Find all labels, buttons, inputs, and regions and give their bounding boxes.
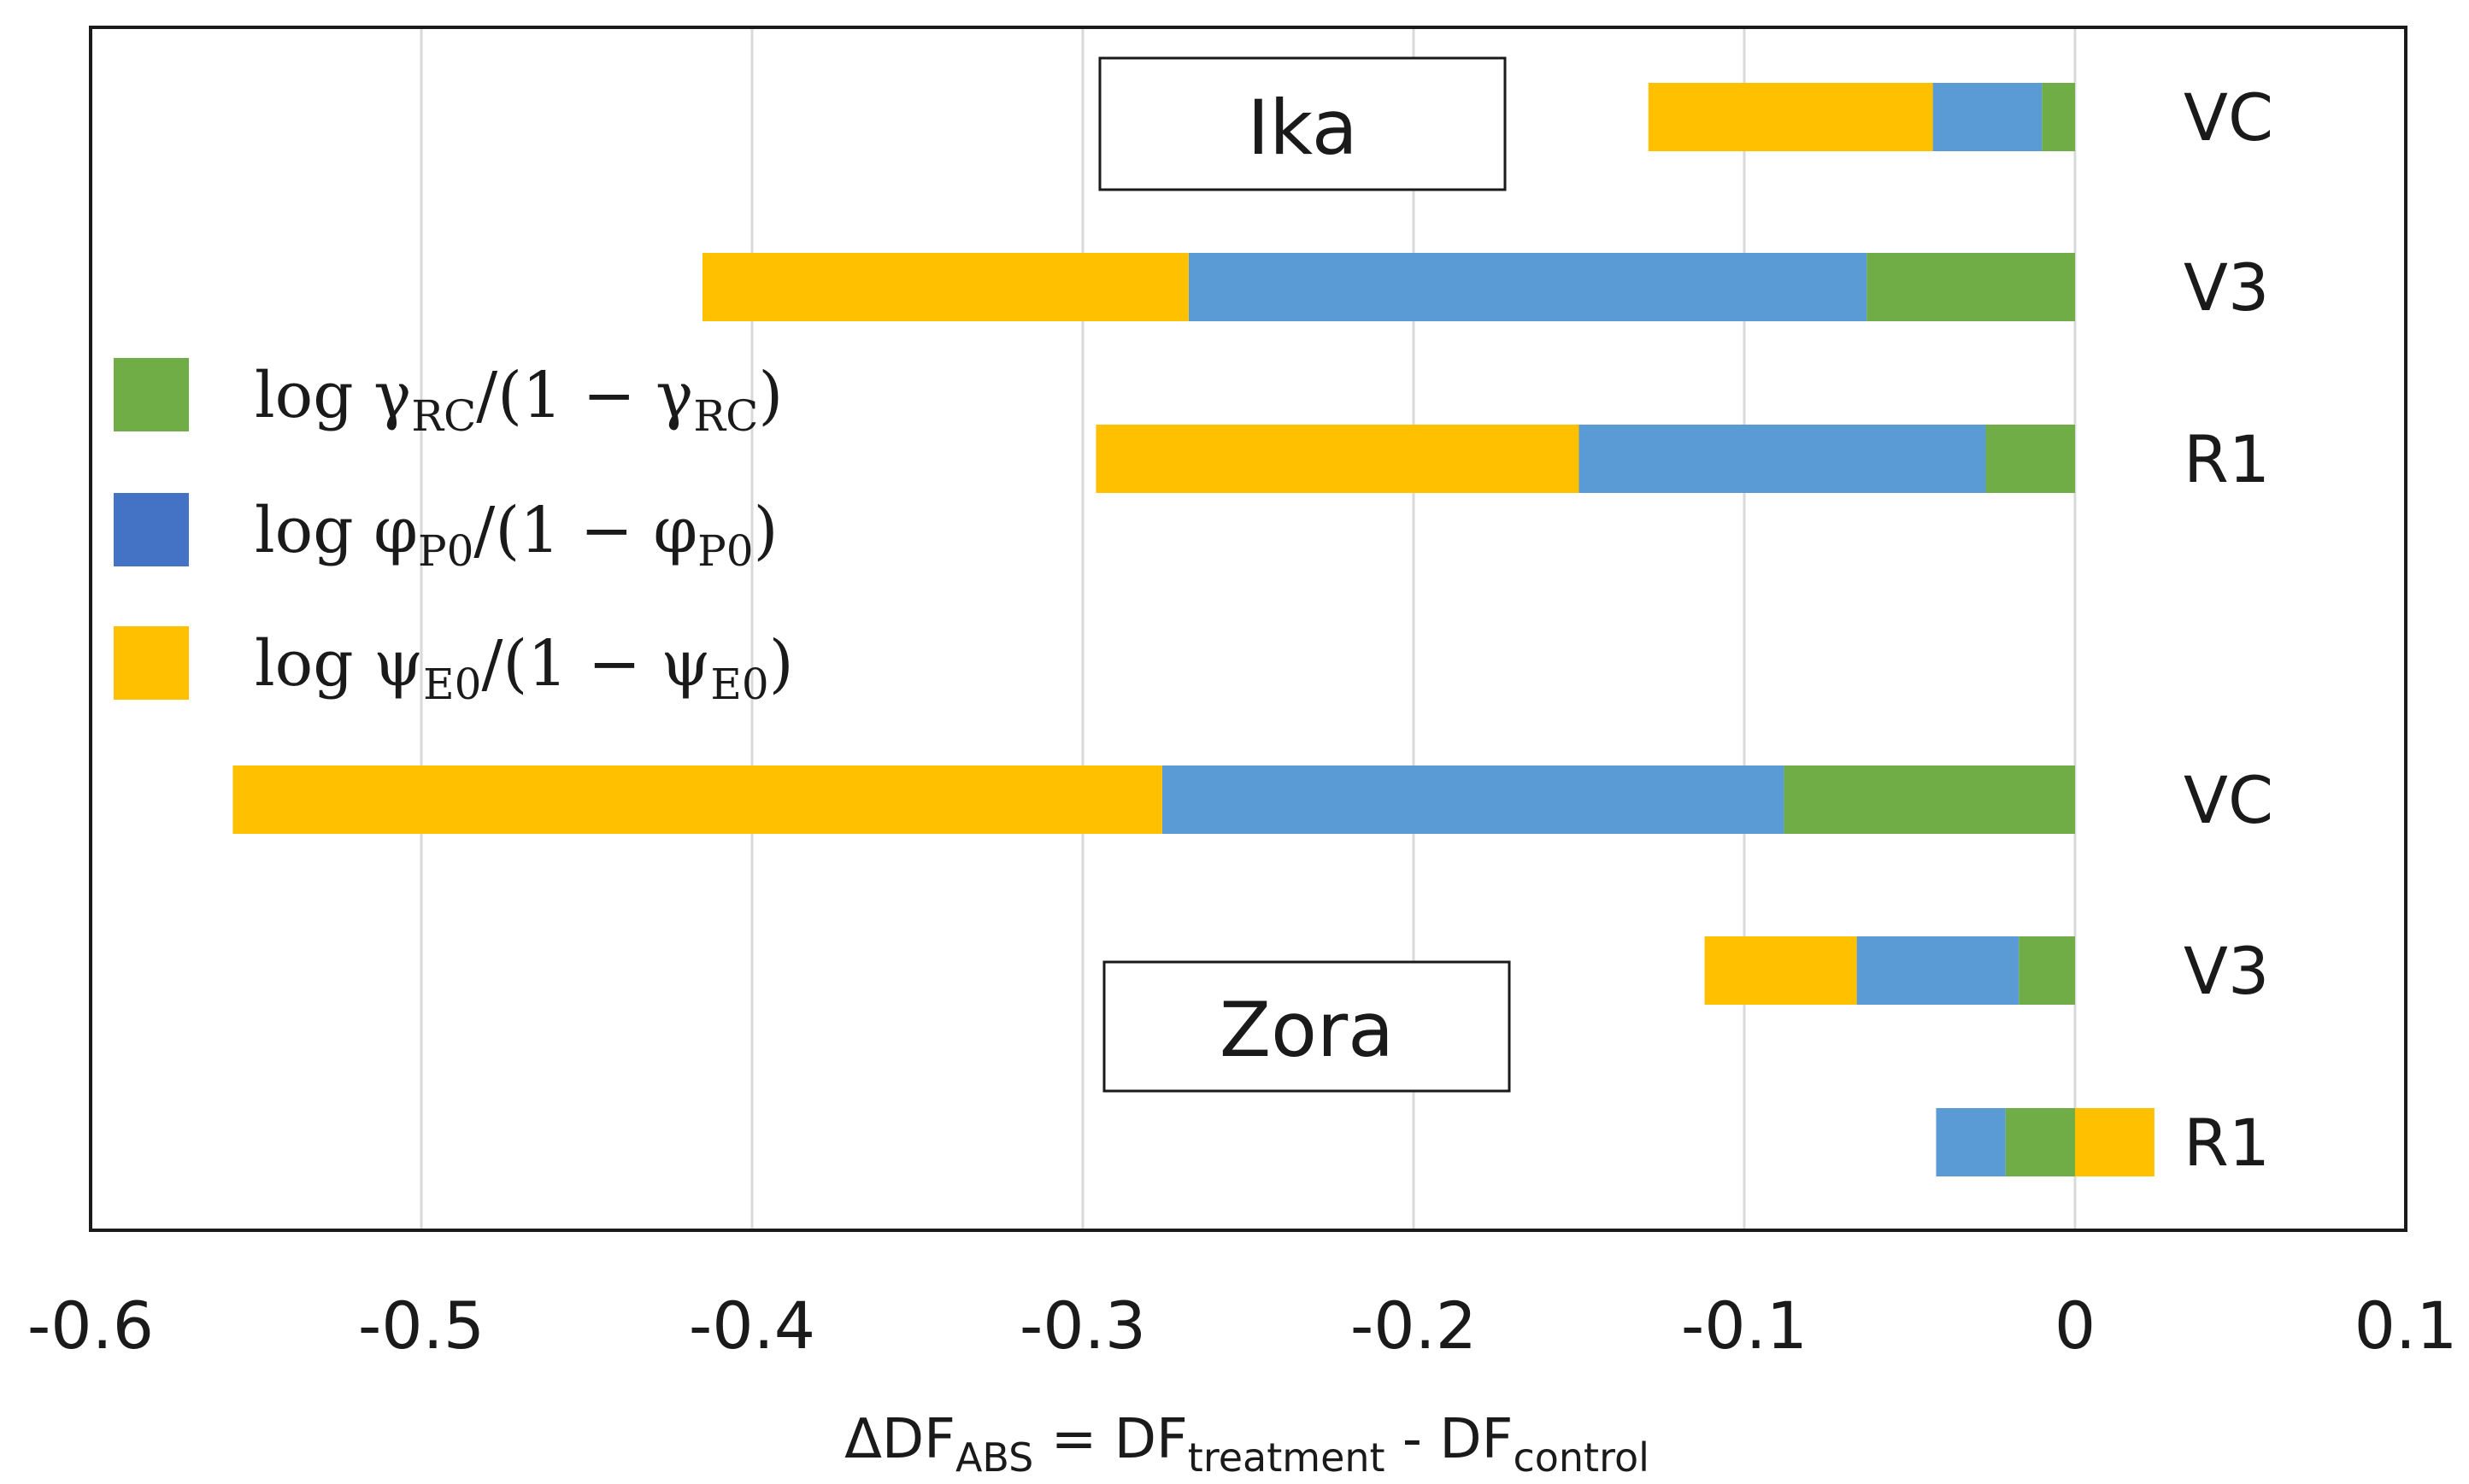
bar-segment-phi — [1856, 936, 2019, 1005]
bars — [232, 83, 2154, 1176]
x-axis-title-prefix-sub: ABS — [955, 1434, 1033, 1481]
bar-segment-psi — [2075, 1108, 2154, 1176]
x-axis-title-prefix: ΔDF — [844, 1408, 955, 1471]
category-label: V3 — [2184, 249, 2269, 326]
bar-segment-psi — [1704, 936, 1857, 1005]
x-tick-label: -0.3 — [1020, 1288, 1146, 1364]
category-label: R1 — [2184, 1105, 2270, 1181]
x-tick-label: -0.1 — [1681, 1288, 1808, 1364]
bar-segment-phi — [1932, 83, 2043, 151]
grid-lines — [420, 27, 2077, 1230]
x-tick-label: -0.2 — [1350, 1288, 1477, 1364]
plot-frame — [89, 26, 2407, 1232]
legend-label-psi: log ψE0/(1 − ψE0) — [255, 627, 794, 709]
bar-segment-psi — [702, 253, 1189, 321]
x-axis-tick-labels: -0.6 -0.5 -0.4 -0.3 -0.2 -0.1 0 0.1 — [27, 1288, 2458, 1364]
x-tick-label: 0.1 — [2354, 1288, 2458, 1364]
x-axis-title-middle-sub: treatment — [1188, 1434, 1385, 1481]
group-label-ika: Ika — [1247, 84, 1357, 172]
bar-segment-psi — [1648, 83, 1933, 151]
legend-swatch-gamma — [114, 358, 189, 431]
category-label: VC — [2184, 762, 2273, 838]
x-axis-title-suffix: - DF — [1385, 1408, 1514, 1471]
category-label: VC — [2184, 79, 2273, 155]
x-axis-title-suffix-sub: control — [1513, 1434, 1649, 1481]
x-tick-label: -0.6 — [27, 1288, 154, 1364]
category-labels: VC V3 R1 VC V3 R1 — [2184, 79, 2273, 1181]
group-box-zora: Zora — [1102, 960, 1511, 1093]
bar-segment-gamma — [2019, 936, 2075, 1005]
category-label: R1 — [2184, 421, 2270, 497]
bar-segment-gamma — [2042, 83, 2075, 151]
group-label-zora: Zora — [1220, 986, 1394, 1074]
bar-segment-gamma — [2005, 1108, 2075, 1176]
bar-segment-psi — [232, 765, 1162, 834]
legend: log γRC/(1 − γRC) log φP0/(1 − φP0) log ψE… — [114, 358, 794, 709]
bar-segment-gamma — [1784, 765, 2075, 834]
x-axis-title: ΔDFABS = DFtreatment - DFcontrol — [844, 1408, 1649, 1481]
legend-swatch-psi — [114, 626, 189, 700]
x-tick-label: 0 — [2055, 1288, 2096, 1364]
legend-label-gamma: log γRC/(1 − γRC) — [255, 359, 783, 441]
bar-segment-phi — [1578, 425, 1986, 493]
x-tick-label: -0.4 — [689, 1288, 815, 1364]
bar-segment-gamma — [1866, 253, 2075, 321]
legend-swatch-phi — [114, 493, 189, 566]
bar-segment-phi — [1161, 765, 1784, 834]
x-tick-label: -0.5 — [358, 1288, 485, 1364]
legend-label-phi: log φP0/(1 − φP0) — [255, 494, 779, 576]
bar-segment-gamma — [1985, 425, 2075, 493]
category-label: V3 — [2184, 933, 2269, 1009]
bar-segment-psi — [1096, 425, 1579, 493]
bar-segment-phi — [1188, 253, 1867, 321]
group-box-ika: Ika — [1098, 56, 1507, 191]
bar-segment-phi — [1936, 1108, 2006, 1176]
x-axis-title-middle: = DF — [1033, 1408, 1187, 1471]
